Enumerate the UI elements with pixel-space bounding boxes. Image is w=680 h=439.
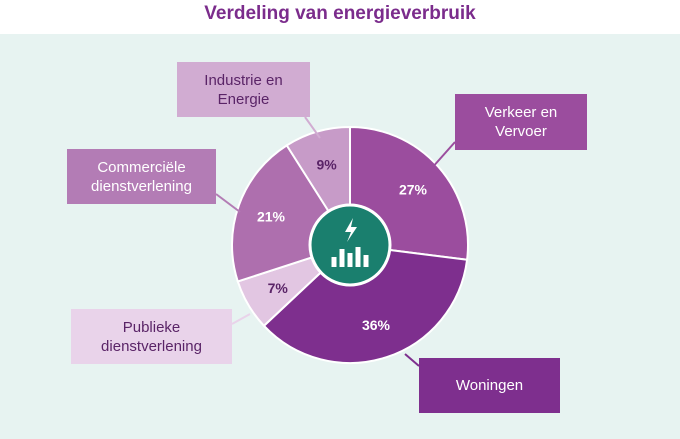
callout-label: Publieke dienstverlening — [71, 309, 232, 364]
slice-value-label: 7% — [268, 280, 289, 296]
center-circle — [308, 203, 392, 287]
leader-line — [215, 193, 241, 213]
pie-slice — [262, 243, 469, 364]
callout-label: Verkeer en Vervoer — [455, 94, 587, 150]
pie-chart: 27% 36% 7% 21% 9% — [215, 116, 469, 367]
chart-title: Verdeling van energieverbruik — [204, 3, 476, 24]
callout-label: Woningen — [419, 358, 560, 413]
leader-line — [404, 353, 420, 367]
leader-line — [304, 116, 321, 139]
slice-value-label: 36% — [362, 317, 391, 333]
callout-label: Industrie en Energie — [177, 62, 310, 117]
energy-bars-icon — [331, 218, 369, 267]
leader-line — [430, 141, 456, 170]
slice-value-label: 9% — [316, 156, 337, 172]
callout-label: Commerciële dienstverlening — [67, 149, 216, 204]
chart-panel: 27% 36% 7% 21% 9% Verkeer en Vervoer Woningen… — [0, 34, 680, 439]
slice-value-label: 27% — [399, 181, 428, 197]
leader-line — [231, 313, 251, 325]
slice-value-label: 21% — [257, 209, 286, 225]
